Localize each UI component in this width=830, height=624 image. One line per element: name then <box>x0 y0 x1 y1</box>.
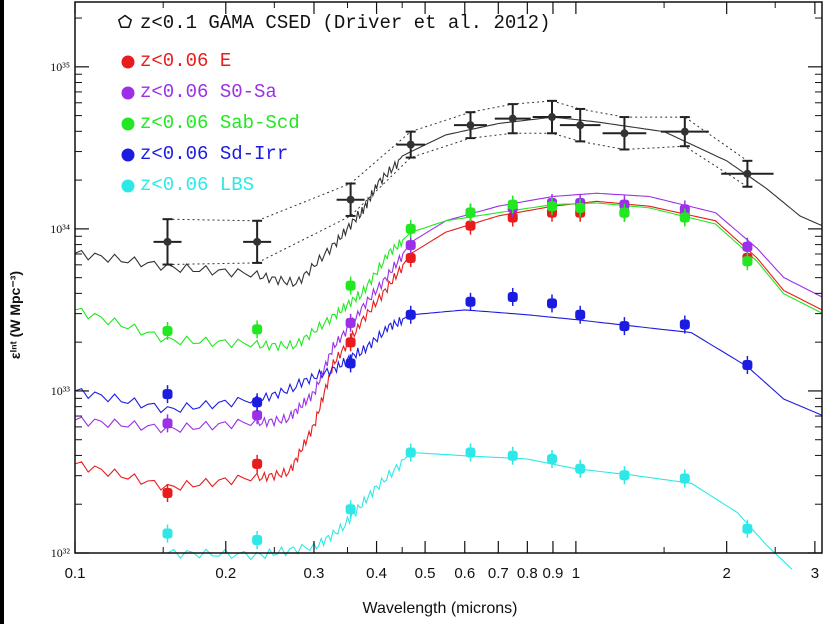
legend-marker-z-0-06-s0-sa <box>121 86 135 100</box>
point-z-0-06-e <box>345 337 356 348</box>
point-z-0-06-s0-sa <box>742 241 753 252</box>
y-tick-label: 10³³ <box>51 384 71 398</box>
point-z-0-06-s0-sa <box>252 410 263 421</box>
point-z-0-06-sab-scd <box>252 324 263 335</box>
x-tick-label: 0.5 <box>415 565 436 582</box>
legend-marker-z-0-06-sd-irr <box>121 148 135 162</box>
point-z-0-06-lbs <box>619 470 630 481</box>
point-z-0-06-e <box>252 458 263 469</box>
legend-marker-z-0-1-gama-csed-driver-et-al-2012 <box>117 14 133 29</box>
plot-area <box>74 99 823 570</box>
x-tick-label: 0.3 <box>304 565 325 582</box>
y-tick-label: 10³⁵ <box>50 60 70 74</box>
x-tick-label: 0.2 <box>215 565 236 582</box>
point-z-0-06-s0-sa <box>405 240 416 251</box>
legend-marker-z-0-06-lbs <box>121 179 135 193</box>
point-z-0-06-lbs <box>679 473 690 484</box>
model-curve-e <box>74 200 823 491</box>
y-tick-label: 10³² <box>51 546 71 560</box>
legend-label-z-0-06-sd-irr: z<0.06 Sd-Irr <box>140 143 288 165</box>
point-z-0-06-sd-irr <box>405 309 416 320</box>
point-z-0-06-lbs <box>575 463 586 474</box>
point-z-0-06-sab-scd <box>465 207 476 218</box>
model-curve-gama <box>74 116 823 288</box>
x-tick-label: 1 <box>572 565 580 582</box>
x-axis-label: Wavelength (microns) <box>362 600 517 617</box>
x-tick-label: 0.6 <box>454 565 475 582</box>
model-curve-sab-scd <box>74 202 823 352</box>
point-z-0-06-e <box>162 488 173 499</box>
y-axis-label: εᴵⁿᵗ (W Mpc⁻³) <box>7 271 23 359</box>
legend-marker-z-0-06-sab-scd <box>121 117 135 131</box>
point-z-0-06-sd-irr <box>619 321 630 332</box>
point-z-0-06-sab-scd <box>507 199 518 210</box>
legend-label-z-0-06-s0-sa: z<0.06 S0-Sa <box>140 81 277 103</box>
point-z-0-06-sab-scd <box>546 201 557 212</box>
legend-label-z-0-1-gama-csed-driver-et-al-2012: z<0.1 GAMA CSED (Driver et al. 2012) <box>140 12 550 34</box>
point-z-0-1-gama-csed-driver-et-al-2012 <box>743 169 752 178</box>
model-curve-sd-irr <box>74 309 823 416</box>
point-z-0-06-sab-scd <box>575 202 586 213</box>
point-z-0-06-lbs <box>507 450 518 461</box>
point-z-0-06-sd-irr <box>162 389 173 400</box>
x-tick-label: 0.9 <box>543 565 564 582</box>
point-z-0-06-sd-irr <box>546 298 557 309</box>
point-z-0-06-sab-scd <box>619 207 630 218</box>
point-z-0-1-gama-csed-driver-et-al-2012 <box>163 237 172 246</box>
point-z-0-06-sd-irr <box>507 291 518 302</box>
point-z-0-06-s0-sa <box>345 317 356 328</box>
point-z-0-1-gama-csed-driver-et-al-2012 <box>406 140 415 149</box>
point-z-0-1-gama-csed-driver-et-al-2012 <box>680 127 689 136</box>
point-z-0-1-gama-csed-driver-et-al-2012 <box>346 195 355 204</box>
point-z-0-06-lbs <box>465 447 476 458</box>
legend-label-z-0-06-e: z<0.06 E <box>140 50 231 72</box>
x-tick-label: 0.8 <box>517 565 538 582</box>
point-z-0-06-sd-irr <box>679 319 690 330</box>
point-z-0-1-gama-csed-driver-et-al-2012 <box>547 113 556 122</box>
x-tick-label: 0.4 <box>366 565 387 582</box>
legend-label-z-0-06-lbs: z<0.06 LBS <box>140 174 254 196</box>
model-curve-lbs <box>167 451 793 570</box>
point-z-0-06-lbs <box>405 447 416 458</box>
point-z-0-06-sab-scd <box>679 212 690 223</box>
legend-label-z-0-06-sab-scd: z<0.06 Sab-Scd <box>140 112 300 134</box>
axes: 0.1 0.2 0.3 0.4 0.5 0.6 0.7 0.8 0.9 1 2 3 10³² 10³³ 10… <box>50 1 823 582</box>
x-tick-label: 0.1 <box>65 565 86 582</box>
point-z-0-06-sab-scd <box>162 325 173 336</box>
point-z-0-06-sab-scd <box>345 280 356 291</box>
point-z-0-06-s0-sa <box>162 418 173 429</box>
x-tick-label: 0.7 <box>488 565 509 582</box>
point-z-0-06-lbs <box>162 528 173 539</box>
point-z-0-06-sd-irr <box>575 309 586 320</box>
point-z-0-1-gama-csed-driver-et-al-2012 <box>253 237 262 246</box>
point-z-0-06-sd-irr <box>465 296 476 307</box>
point-z-0-06-sab-scd <box>405 223 416 234</box>
point-z-0-1-gama-csed-driver-et-al-2012 <box>620 129 629 138</box>
point-z-0-06-e <box>507 212 518 223</box>
point-z-0-1-gama-csed-driver-et-al-2012 <box>576 121 585 130</box>
left-edge-strip <box>0 0 4 624</box>
legend-marker-z-0-06-e <box>121 55 135 69</box>
x-tick-label: 3 <box>811 565 819 582</box>
model-curve-s0-sa <box>74 192 823 434</box>
point-z-0-06-e <box>405 253 416 264</box>
point-z-0-1-gama-csed-driver-et-al-2012 <box>466 121 475 130</box>
legend: z<0.1 GAMA CSED (Driver et al. 2012) z<0.… <box>117 12 550 196</box>
point-z-0-06-lbs <box>345 504 356 515</box>
y-tick-label: 10³⁴ <box>50 222 70 236</box>
point-z-0-1-gama-csed-driver-et-al-2012 <box>508 114 517 123</box>
point-z-0-06-e <box>465 220 476 231</box>
point-z-0-06-lbs <box>252 535 263 546</box>
point-z-0-06-sd-irr <box>252 397 263 408</box>
x-tick-label: 2 <box>722 565 730 582</box>
point-z-0-06-lbs <box>546 454 557 465</box>
point-z-0-06-sd-irr <box>742 360 753 371</box>
point-z-0-06-lbs <box>742 523 753 534</box>
point-z-0-06-sd-irr <box>345 358 356 369</box>
point-z-0-06-sab-scd <box>742 256 753 267</box>
